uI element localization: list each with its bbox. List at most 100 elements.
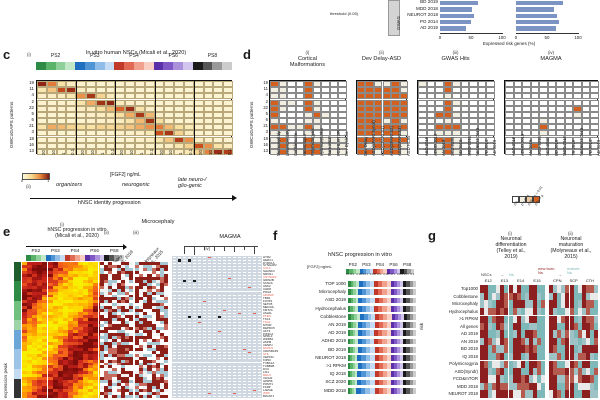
- panel-d-heat-cell: [329, 87, 339, 94]
- panel-f-row-label: TOP 1000: [325, 281, 346, 286]
- panel-f-fgf2-tick: 1: [366, 273, 368, 276]
- panel-d-heat-cell: [270, 87, 279, 94]
- panel-f-bar-segment: [348, 281, 359, 287]
- panel-g-heat-cell: [593, 390, 598, 398]
- panel-d-heat-cell: [426, 81, 436, 88]
- panel-d-heat-cell: [365, 93, 374, 100]
- panel-d-heat-cell: [418, 99, 427, 106]
- panel-c-cellline-name: PS2: [50, 53, 61, 59]
- panel-f-bar-segment: [356, 371, 375, 378]
- panel-c-heat-cell: [223, 136, 233, 143]
- panel-b-bar-left: [440, 7, 473, 12]
- panel-d-heat-cell: [399, 148, 409, 155]
- panel-d-heat-cell: [312, 111, 322, 118]
- panel-g-row-label: AD 2019: [460, 331, 478, 337]
- panel-e-peak-band: [14, 320, 21, 330]
- panel-d-heat-cell: [312, 130, 322, 137]
- panel-e-ylabel: expression peak: [4, 363, 9, 398]
- panel-d-heat-cell: [399, 136, 409, 143]
- panel-d-subpanels: (i) Cortical Malformations Microcephaly Lis…: [269, 50, 600, 200]
- panel-e-peak-band: [14, 378, 21, 389]
- panel-d-heat-cell: [373, 118, 383, 125]
- panel-d-column-label: ADHD 2019: [519, 133, 525, 156]
- panel-d-heat-cell: [356, 136, 366, 143]
- panel-c-pattern-label: 22: [29, 104, 34, 110]
- panel-c-heat-cell: [37, 81, 47, 88]
- panel-b-row-label: AD 2019: [420, 25, 438, 30]
- panel-c-cellline-name: PS4: [129, 53, 139, 59]
- panel-c-heat-cell: [164, 148, 175, 155]
- panel-d-heat-cell: [460, 99, 470, 106]
- panel-d-heat-cell: [426, 105, 436, 112]
- panel-d-heat-cell: [477, 105, 487, 112]
- panel-e-telley-heatmap: [100, 262, 133, 398]
- panel-d-column-label: NEUROT 2018: [475, 127, 481, 156]
- panel-d-heat-cell: [391, 124, 400, 131]
- panel-d-heat-cell: [365, 124, 374, 131]
- panel-d-heat-cell: [287, 118, 296, 125]
- panel-d-heat-cell: [338, 136, 347, 143]
- panel-c-heat-cell: [86, 142, 96, 149]
- panel-c-cellline-group: [36, 62, 76, 70]
- panel-f-fgf2-tick: 0.1: [410, 273, 415, 276]
- panel-c-heat-cell: [125, 148, 135, 155]
- panel-c-heat-cell: [66, 136, 77, 143]
- panel-e-cellline-labels: PS2 PS3 PS4 PS6 PS8: [26, 248, 124, 255]
- panel-d-heat-cell: [321, 148, 330, 155]
- panel-c-heat-cell: [213, 81, 224, 88]
- panel-f-group-sep: [348, 312, 416, 314]
- panel-d-heat-cell: [399, 81, 409, 88]
- panel-d-heat-cell: [382, 130, 392, 137]
- panel-g-row-label: IQ 2018: [462, 353, 478, 359]
- panel-d-heat-cell: [460, 105, 470, 112]
- panel-c-pattern-label: 13: [29, 147, 34, 153]
- panel-g-row-label: Polymicrogyria: [449, 361, 478, 367]
- panel-d-heat-cell: [426, 93, 436, 100]
- panel-d-heat-cell: [338, 87, 347, 94]
- panel-e-dendrogram: [180, 246, 262, 256]
- panel-d-heat-cell: [435, 81, 444, 88]
- panel-c-heat-cell: [184, 87, 194, 94]
- panel-d-heat-cell: [391, 142, 400, 149]
- panel-d-heat-cell: [399, 130, 409, 137]
- panel-e-dendro-top: [184, 246, 258, 247]
- panel-d-heat-cell: [486, 81, 495, 88]
- panel-c-heat-cell: [86, 136, 96, 143]
- panel-e-dendro-branch: [244, 246, 245, 251]
- panel-c-heat-cell: [203, 81, 214, 88]
- panel-d-heat-cell: [365, 148, 374, 155]
- panel-d-heat-cell: [356, 105, 366, 112]
- panel-d-heat-cell: [460, 118, 470, 125]
- panel-c-heat-cell: [46, 124, 57, 131]
- panel-d-column-label: OCD 2018: [536, 136, 542, 156]
- panel-e-molyneaux-heatmap: [135, 262, 168, 398]
- panel-g-row-label: All genes: [459, 323, 478, 329]
- panel-d-subpanel-title: GWAS Hits: [441, 56, 470, 62]
- panel-g-heat-cell: [541, 292, 546, 301]
- panel-f-bar-segment: [358, 297, 375, 304]
- panel-d-heat-cell: [321, 124, 330, 131]
- panel-c-heat-cell: [174, 136, 184, 143]
- panel-c-heat-cell: [56, 99, 67, 106]
- panel-c-heat-cell: [105, 148, 116, 155]
- panel-c-heat-cell: [86, 111, 96, 118]
- panel-c-heat-cell: [223, 93, 233, 100]
- panel-c-heat-cell: [125, 118, 135, 125]
- panel-e-gene-label: B3GNT1: [263, 393, 275, 398]
- panel-d-heat-cell: [295, 87, 305, 94]
- panel-b-tick: [578, 32, 579, 35]
- panel-c-heat-cell: [144, 87, 155, 94]
- panel-g-column-header: SCP: [569, 278, 578, 283]
- panel-g-column-headers: E12 E13 E14 E15 CPN SCP CTH: [480, 278, 598, 285]
- panel-f-row-label: AD 2019: [328, 330, 346, 336]
- panel-c-cellline-swatch: [75, 62, 85, 70]
- panel-d-heat-cell: [321, 87, 330, 94]
- panel-d-heat-cell: [321, 111, 330, 118]
- panel-d-pattern-label: 3: [265, 129, 268, 135]
- panel-c-heat-cell: [174, 142, 184, 149]
- panel-d-heat-cell: [443, 99, 453, 106]
- panel-d-heat-cell: [321, 81, 330, 88]
- panel-c-heat-cell: [164, 142, 175, 149]
- panel-c-heat-cell: [56, 111, 67, 118]
- panel-d-column-label: AD 2019: [596, 139, 600, 156]
